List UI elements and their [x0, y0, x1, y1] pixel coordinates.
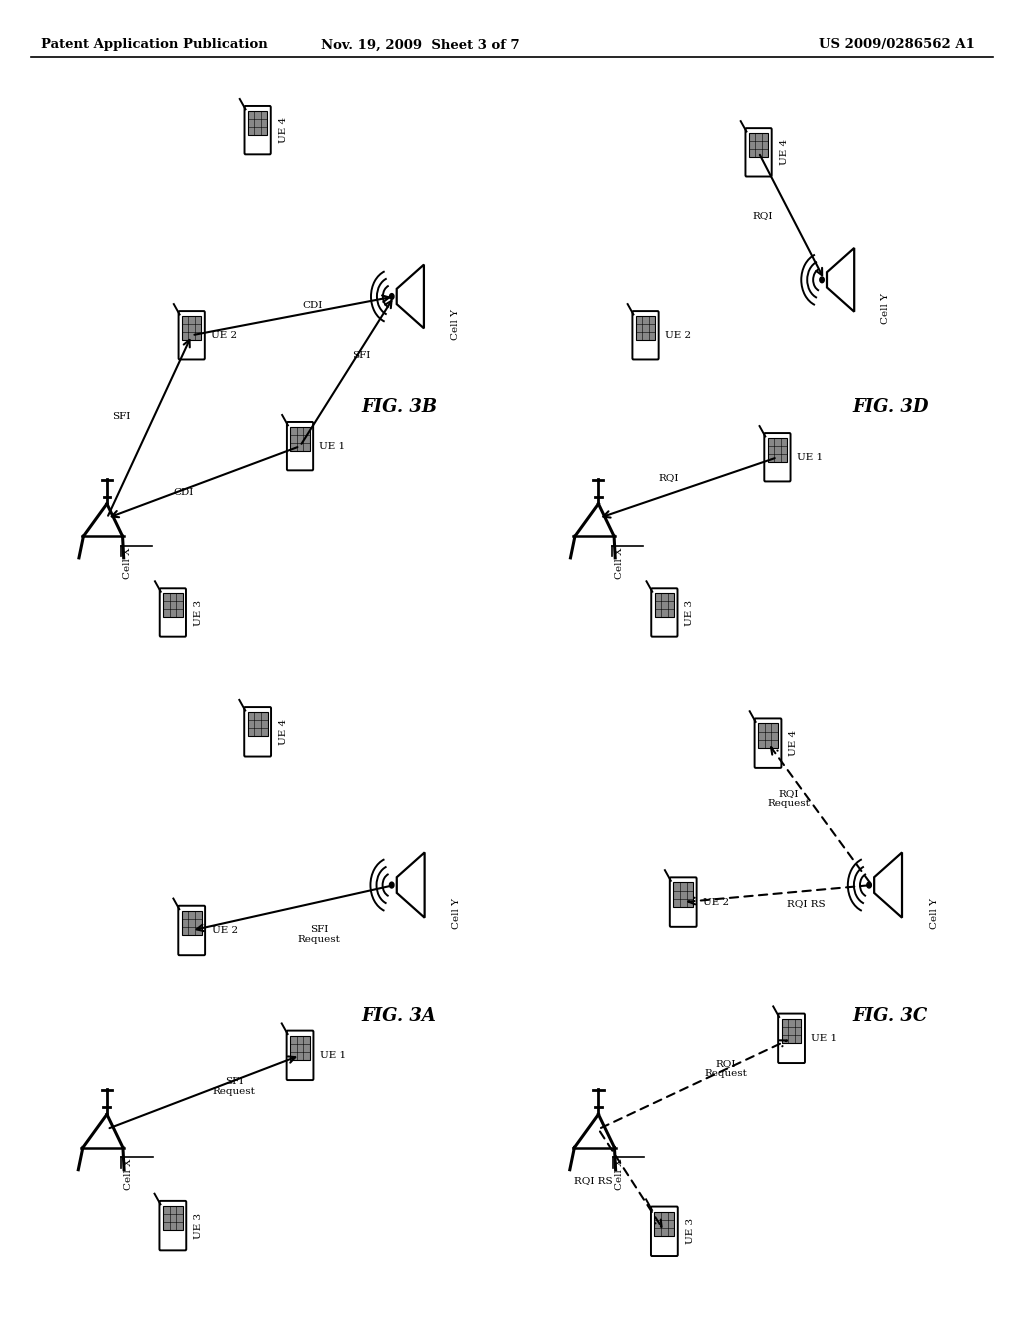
Text: UE 4: UE 4	[779, 140, 788, 165]
FancyBboxPatch shape	[651, 589, 678, 636]
Text: RQI RS: RQI RS	[786, 899, 825, 908]
Bar	[781, 1019, 802, 1043]
FancyBboxPatch shape	[651, 1206, 678, 1257]
Text: SFI
Request: SFI Request	[213, 1077, 256, 1096]
Text: RQI: RQI	[753, 211, 773, 220]
Text: SFI: SFI	[112, 412, 130, 421]
Text: UE 1: UE 1	[797, 453, 823, 462]
Text: FIG. 3C: FIG. 3C	[853, 1007, 928, 1024]
FancyBboxPatch shape	[178, 906, 205, 956]
FancyBboxPatch shape	[287, 1031, 313, 1080]
Text: UE 4: UE 4	[790, 730, 799, 756]
Text: UE 2: UE 2	[212, 925, 238, 935]
Text: UE 3: UE 3	[195, 1213, 204, 1238]
Text: FIG. 3A: FIG. 3A	[361, 1007, 436, 1024]
Text: UE 2: UE 2	[211, 331, 238, 339]
Bar	[291, 426, 309, 450]
FancyBboxPatch shape	[160, 1201, 186, 1250]
Text: UE 2: UE 2	[703, 898, 729, 907]
Bar	[654, 1212, 674, 1236]
Bar	[768, 438, 787, 462]
Text: UE 3: UE 3	[686, 1218, 695, 1245]
Bar	[290, 1036, 310, 1060]
Text: Cell X: Cell X	[614, 546, 624, 578]
FancyBboxPatch shape	[245, 708, 271, 756]
Text: CDI: CDI	[302, 301, 323, 310]
Text: Patent Application Publication: Patent Application Publication	[41, 38, 267, 51]
Bar	[163, 593, 182, 616]
Text: Cell Y: Cell Y	[882, 293, 891, 323]
Text: FIG. 3B: FIG. 3B	[361, 399, 437, 416]
Text: UE 4: UE 4	[279, 117, 288, 143]
Bar	[248, 713, 267, 737]
Text: FIG. 3D: FIG. 3D	[853, 399, 930, 416]
FancyBboxPatch shape	[287, 422, 313, 470]
FancyBboxPatch shape	[778, 1014, 805, 1063]
FancyBboxPatch shape	[245, 106, 270, 154]
Text: UE 4: UE 4	[280, 719, 288, 744]
Text: RQI
Request: RQI Request	[768, 789, 810, 808]
Text: Cell Y: Cell Y	[452, 309, 460, 341]
Circle shape	[389, 882, 394, 888]
Text: Cell Y: Cell Y	[453, 898, 462, 929]
FancyBboxPatch shape	[670, 878, 696, 927]
Circle shape	[820, 277, 824, 282]
Circle shape	[867, 882, 871, 888]
FancyBboxPatch shape	[755, 718, 781, 768]
Text: Cell X: Cell X	[124, 1159, 132, 1191]
Text: UE 3: UE 3	[685, 599, 694, 626]
Text: US 2009/0286562 A1: US 2009/0286562 A1	[819, 38, 975, 51]
Text: UE 3: UE 3	[194, 599, 203, 626]
Bar	[758, 723, 778, 748]
Text: UE 1: UE 1	[811, 1034, 838, 1043]
Text: Nov. 19, 2009  Sheet 3 of 7: Nov. 19, 2009 Sheet 3 of 7	[321, 38, 519, 51]
Text: SFI
Request: SFI Request	[298, 925, 341, 944]
Bar	[248, 111, 267, 135]
FancyBboxPatch shape	[178, 312, 205, 359]
FancyBboxPatch shape	[633, 312, 658, 359]
Text: RQI: RQI	[658, 473, 679, 482]
FancyBboxPatch shape	[764, 433, 791, 482]
Text: UE 1: UE 1	[319, 1051, 346, 1060]
Text: UE 1: UE 1	[319, 442, 345, 450]
Text: Cell Y: Cell Y	[930, 898, 939, 929]
Text: RQI RS: RQI RS	[573, 1176, 612, 1185]
Bar	[636, 315, 655, 339]
Circle shape	[389, 293, 394, 300]
Text: RQI
Request: RQI Request	[705, 1059, 748, 1078]
FancyBboxPatch shape	[745, 128, 772, 177]
Text: CDI: CDI	[174, 487, 195, 496]
Bar	[674, 883, 693, 907]
FancyBboxPatch shape	[160, 589, 186, 636]
Text: UE 2: UE 2	[665, 331, 691, 339]
Bar	[654, 593, 674, 616]
Bar	[163, 1206, 182, 1230]
Bar	[182, 911, 202, 935]
Bar	[182, 315, 202, 339]
Text: Cell X: Cell X	[123, 546, 132, 578]
Text: SFI: SFI	[352, 351, 371, 360]
Text: Cell X: Cell X	[615, 1159, 624, 1191]
Bar	[749, 133, 768, 157]
